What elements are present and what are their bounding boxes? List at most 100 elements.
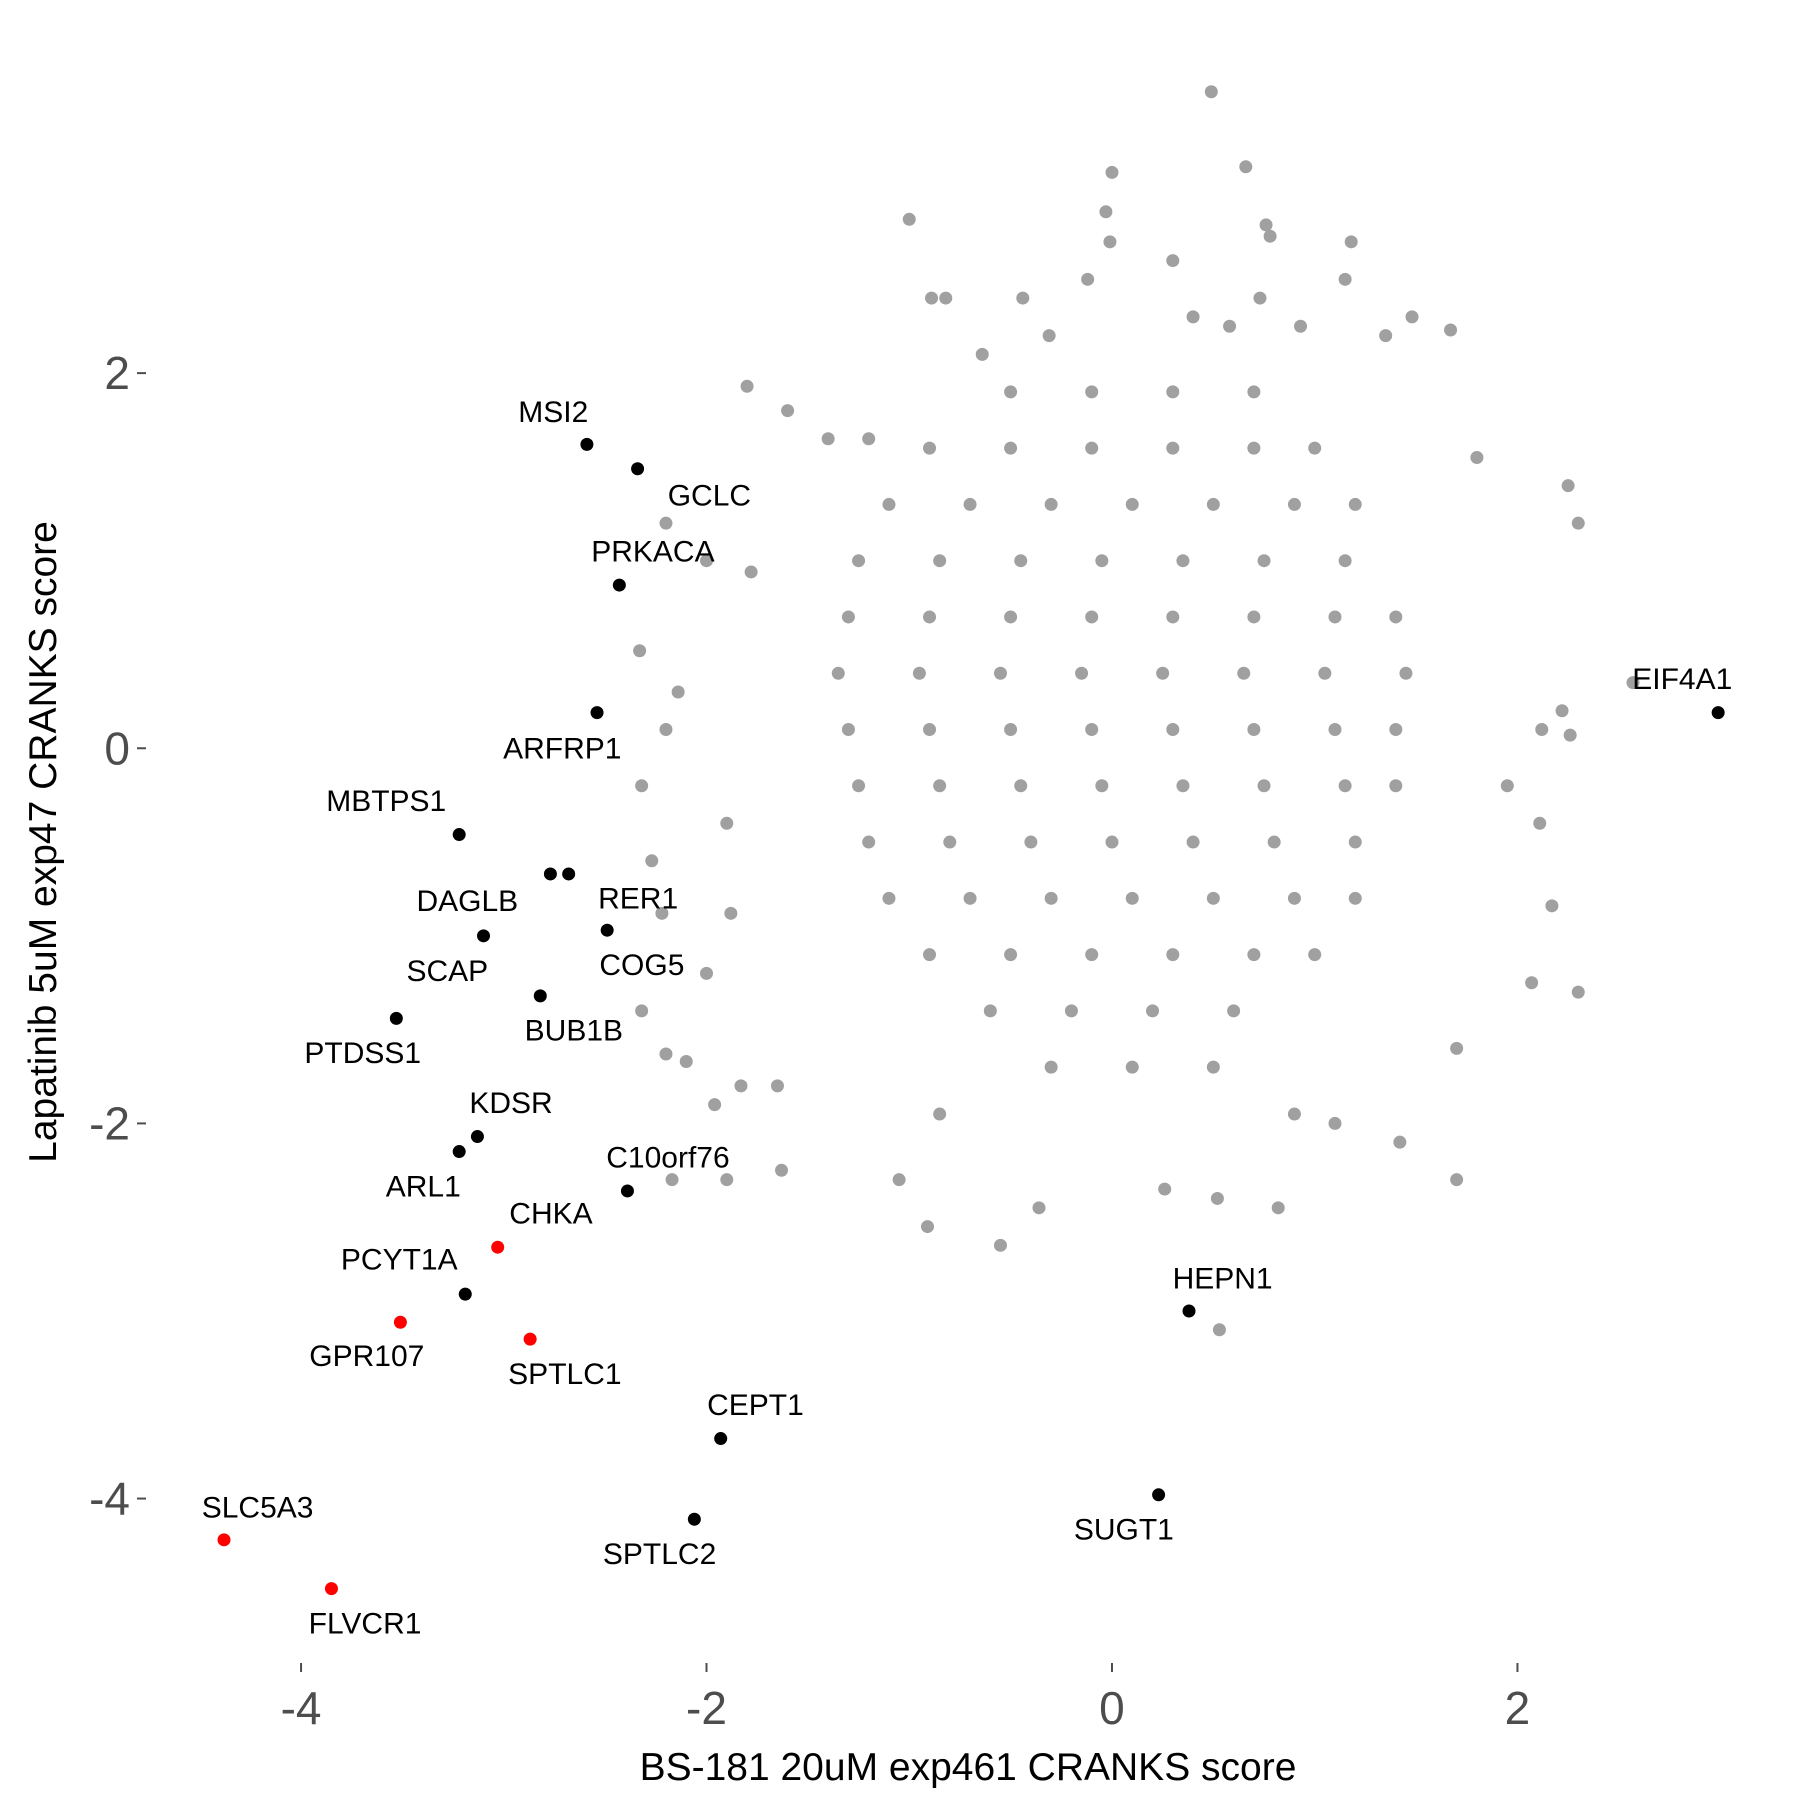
point bbox=[1500, 779, 1514, 793]
point bbox=[939, 291, 953, 305]
point bbox=[1212, 1323, 1226, 1337]
point bbox=[993, 1238, 1007, 1252]
point bbox=[920, 1220, 934, 1234]
point bbox=[1389, 723, 1403, 737]
point bbox=[655, 906, 669, 920]
point bbox=[533, 989, 547, 1003]
point bbox=[1158, 1182, 1172, 1196]
point bbox=[1555, 704, 1569, 718]
point bbox=[1237, 666, 1251, 680]
x-axis-title: BS-181 20uM exp461 CRANKS score bbox=[640, 1746, 1297, 1789]
point bbox=[1206, 891, 1220, 905]
point bbox=[708, 1098, 722, 1112]
point bbox=[933, 1107, 947, 1121]
point bbox=[1125, 497, 1139, 511]
point-label: MBTPS1 bbox=[326, 785, 446, 818]
point bbox=[831, 666, 845, 680]
point bbox=[1042, 329, 1056, 343]
point bbox=[1176, 779, 1190, 793]
point bbox=[523, 1332, 537, 1346]
point bbox=[902, 212, 916, 226]
x-tick-label: 2 bbox=[1505, 1682, 1531, 1734]
point bbox=[1328, 1116, 1342, 1130]
point bbox=[612, 578, 626, 592]
point bbox=[734, 1079, 748, 1093]
point bbox=[1085, 385, 1099, 399]
y-tick-label: 0 bbox=[104, 722, 130, 774]
point bbox=[671, 685, 685, 699]
point bbox=[1166, 948, 1180, 962]
point bbox=[1166, 723, 1180, 737]
point bbox=[744, 565, 758, 579]
y-tick-label: -4 bbox=[89, 1473, 130, 1525]
point bbox=[1064, 1004, 1078, 1018]
point bbox=[1259, 218, 1273, 232]
point bbox=[631, 462, 645, 476]
point bbox=[1014, 779, 1028, 793]
point bbox=[1004, 723, 1018, 737]
point bbox=[1044, 497, 1058, 511]
point bbox=[1328, 723, 1342, 737]
point bbox=[635, 1004, 649, 1018]
point bbox=[700, 554, 714, 568]
point bbox=[963, 497, 977, 511]
point-label: SPTLC1 bbox=[508, 1358, 621, 1391]
point bbox=[590, 706, 604, 720]
point bbox=[1081, 272, 1095, 286]
point bbox=[1470, 451, 1484, 465]
point bbox=[923, 441, 937, 455]
x-tick-label: -2 bbox=[686, 1682, 727, 1734]
point bbox=[389, 1011, 403, 1025]
point bbox=[452, 1145, 466, 1159]
point bbox=[1032, 1201, 1046, 1215]
point bbox=[635, 779, 649, 793]
point bbox=[724, 906, 738, 920]
point bbox=[562, 867, 576, 881]
point bbox=[1399, 666, 1413, 680]
point-label: CEPT1 bbox=[707, 1389, 804, 1422]
point bbox=[1095, 554, 1109, 568]
point-label: KDSR bbox=[469, 1087, 552, 1120]
point bbox=[1176, 554, 1190, 568]
point bbox=[975, 347, 989, 361]
point-label: DAGLB bbox=[416, 885, 518, 918]
y-axis-title: Lapatinib 5uM exp47 CRANKS score bbox=[22, 521, 65, 1163]
point bbox=[1257, 779, 1271, 793]
point bbox=[1525, 976, 1539, 990]
point-label: EIF4A1 bbox=[1632, 663, 1732, 696]
point bbox=[862, 432, 876, 446]
point-label: SPTLC2 bbox=[603, 1538, 716, 1571]
point bbox=[740, 379, 754, 393]
point bbox=[1450, 1173, 1464, 1187]
point bbox=[1105, 835, 1119, 849]
point bbox=[580, 437, 594, 451]
point bbox=[1711, 706, 1725, 720]
point bbox=[933, 554, 947, 568]
point bbox=[324, 1582, 338, 1596]
y-tick-label: -2 bbox=[89, 1097, 130, 1149]
point bbox=[1152, 1488, 1166, 1502]
point bbox=[882, 497, 896, 511]
point bbox=[659, 1047, 673, 1061]
point bbox=[925, 291, 939, 305]
point bbox=[1105, 165, 1119, 179]
point bbox=[1393, 1135, 1407, 1149]
point-label: SLC5A3 bbox=[202, 1491, 314, 1524]
point bbox=[477, 929, 491, 943]
point bbox=[1182, 1304, 1196, 1318]
point bbox=[665, 1173, 679, 1187]
point bbox=[781, 404, 795, 418]
point-label: ARFRP1 bbox=[503, 733, 621, 766]
point bbox=[841, 610, 855, 624]
point bbox=[1561, 479, 1575, 493]
point bbox=[1206, 1060, 1220, 1074]
point bbox=[679, 1055, 693, 1069]
point-label: BUB1B bbox=[525, 1015, 623, 1048]
point bbox=[1348, 497, 1362, 511]
point bbox=[821, 432, 835, 446]
point bbox=[1318, 666, 1332, 680]
point bbox=[1263, 229, 1277, 243]
point-label: C10orf76 bbox=[606, 1141, 729, 1174]
point bbox=[1044, 891, 1058, 905]
point bbox=[1287, 891, 1301, 905]
